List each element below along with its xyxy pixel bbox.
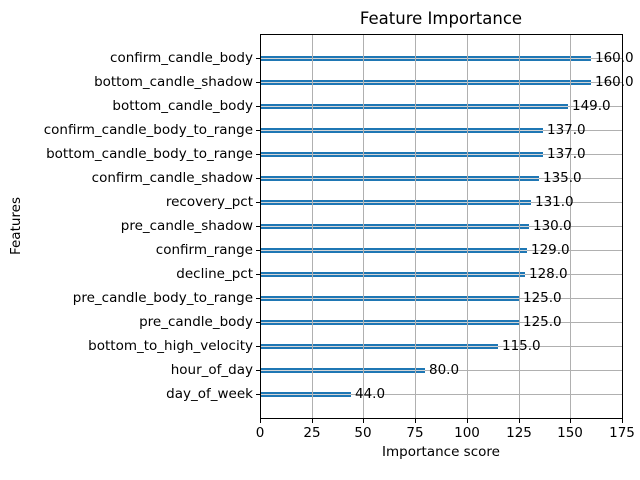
- y-tick-mark: [256, 178, 260, 179]
- y-tick-label: bottom_to_high_velocity: [88, 338, 253, 354]
- gridline-over-bar: [261, 274, 525, 275]
- y-tick-label: bottom_candle_body_to_range: [46, 146, 253, 162]
- gridline-over-bar: [261, 202, 531, 203]
- x-tick-label: 75: [406, 425, 424, 441]
- gridline-over-bar: [261, 394, 351, 395]
- bar-value-label: 80.0: [429, 362, 460, 378]
- axis-spine-left: [260, 34, 261, 419]
- y-tick-label: bottom_candle_body: [112, 98, 253, 114]
- x-tick-label: 125: [506, 425, 532, 441]
- y-tick-label: bottom_candle_shadow: [94, 74, 253, 90]
- bar-value-label: 160.0: [595, 74, 634, 90]
- y-tick-label: day_of_week: [166, 386, 253, 402]
- y-tick-mark: [256, 202, 260, 203]
- gridline-vertical: [570, 34, 571, 418]
- y-tick-mark: [256, 274, 260, 275]
- y-tick-label: confirm_range: [155, 242, 253, 258]
- y-tick-mark: [256, 298, 260, 299]
- y-tick-mark: [256, 130, 260, 131]
- y-tick-mark: [256, 106, 260, 107]
- gridline-horizontal: [260, 370, 622, 371]
- y-tick-mark: [256, 394, 260, 395]
- x-tick-mark: [363, 419, 364, 423]
- axis-spine-right: [622, 34, 623, 419]
- y-tick-mark: [256, 250, 260, 251]
- y-tick-mark: [256, 154, 260, 155]
- x-tick-label: 150: [557, 425, 583, 441]
- y-tick-label: confirm_candle_body: [110, 50, 253, 66]
- bar-value-label: 149.0: [572, 98, 611, 114]
- y-tick-label: hour_of_day: [170, 362, 253, 378]
- gridline-vertical: [363, 34, 364, 418]
- bar-value-label: 135.0: [543, 170, 582, 186]
- gridline-vertical: [519, 34, 520, 418]
- y-tick-label: confirm_candle_body_to_range: [43, 122, 253, 138]
- gridline-vertical: [312, 34, 313, 418]
- bar-value-label: 130.0: [533, 218, 572, 234]
- y-tick-mark: [256, 226, 260, 227]
- gridline-over-bar: [261, 370, 425, 371]
- gridline-vertical: [415, 34, 416, 418]
- gridline-over-bar: [261, 82, 591, 83]
- bar-value-label: 137.0: [547, 122, 586, 138]
- y-tick-mark: [256, 322, 260, 323]
- x-tick-label: 25: [303, 425, 321, 441]
- gridline-over-bar: [261, 154, 543, 155]
- gridline-over-bar: [261, 298, 519, 299]
- y-tick-label: recovery_pct: [165, 194, 253, 210]
- bar-value-label: 125.0: [523, 314, 562, 330]
- x-tick-mark: [622, 419, 623, 423]
- y-tick-mark: [256, 370, 260, 371]
- bar-value-label: 137.0: [547, 146, 586, 162]
- gridline-over-bar: [261, 322, 519, 323]
- bar-value-label: 115.0: [502, 338, 541, 354]
- gridline-over-bar: [261, 130, 543, 131]
- bar-value-label: 160.0: [595, 50, 634, 66]
- y-tick-label: confirm_candle_shadow: [91, 170, 253, 186]
- x-tick-mark: [415, 419, 416, 423]
- y-tick-mark: [256, 58, 260, 59]
- gridline-over-bar: [261, 226, 529, 227]
- y-tick-label: decline_pct: [176, 266, 253, 282]
- x-tick-label: 0: [255, 425, 265, 441]
- x-tick-label: 175: [609, 425, 635, 441]
- bar-value-label: 128.0: [529, 266, 568, 282]
- chart-title: Feature Importance: [359, 9, 523, 28]
- bar-value-label: 129.0: [531, 242, 570, 258]
- x-tick-label: 50: [354, 425, 372, 441]
- bar-value-label: 131.0: [535, 194, 574, 210]
- y-tick-label: pre_candle_body: [139, 314, 253, 330]
- bar-value-label: 125.0: [523, 290, 562, 306]
- x-tick-label: 100: [454, 425, 480, 441]
- x-tick-mark: [467, 419, 468, 423]
- axis-spine-bottom: [260, 418, 623, 419]
- gridline-over-bar: [261, 106, 568, 107]
- gridline-vertical: [467, 34, 468, 418]
- x-axis-label: Importance score: [382, 444, 500, 460]
- gridline-over-bar: [261, 178, 539, 179]
- x-tick-mark: [570, 419, 571, 423]
- bar-value-label: 44.0: [355, 386, 386, 402]
- y-tick-mark: [256, 82, 260, 83]
- y-tick-label: pre_candle_body_to_range: [72, 290, 253, 306]
- x-tick-mark: [260, 419, 261, 423]
- axis-spine-top: [260, 34, 623, 35]
- gridline-horizontal: [260, 394, 622, 395]
- y-tick-label: pre_candle_shadow: [120, 218, 253, 234]
- y-tick-mark: [256, 346, 260, 347]
- gridline-over-bar: [261, 346, 498, 347]
- gridline-over-bar: [261, 58, 591, 59]
- gridline-over-bar: [261, 250, 527, 251]
- x-tick-mark: [312, 419, 313, 423]
- x-tick-mark: [519, 419, 520, 423]
